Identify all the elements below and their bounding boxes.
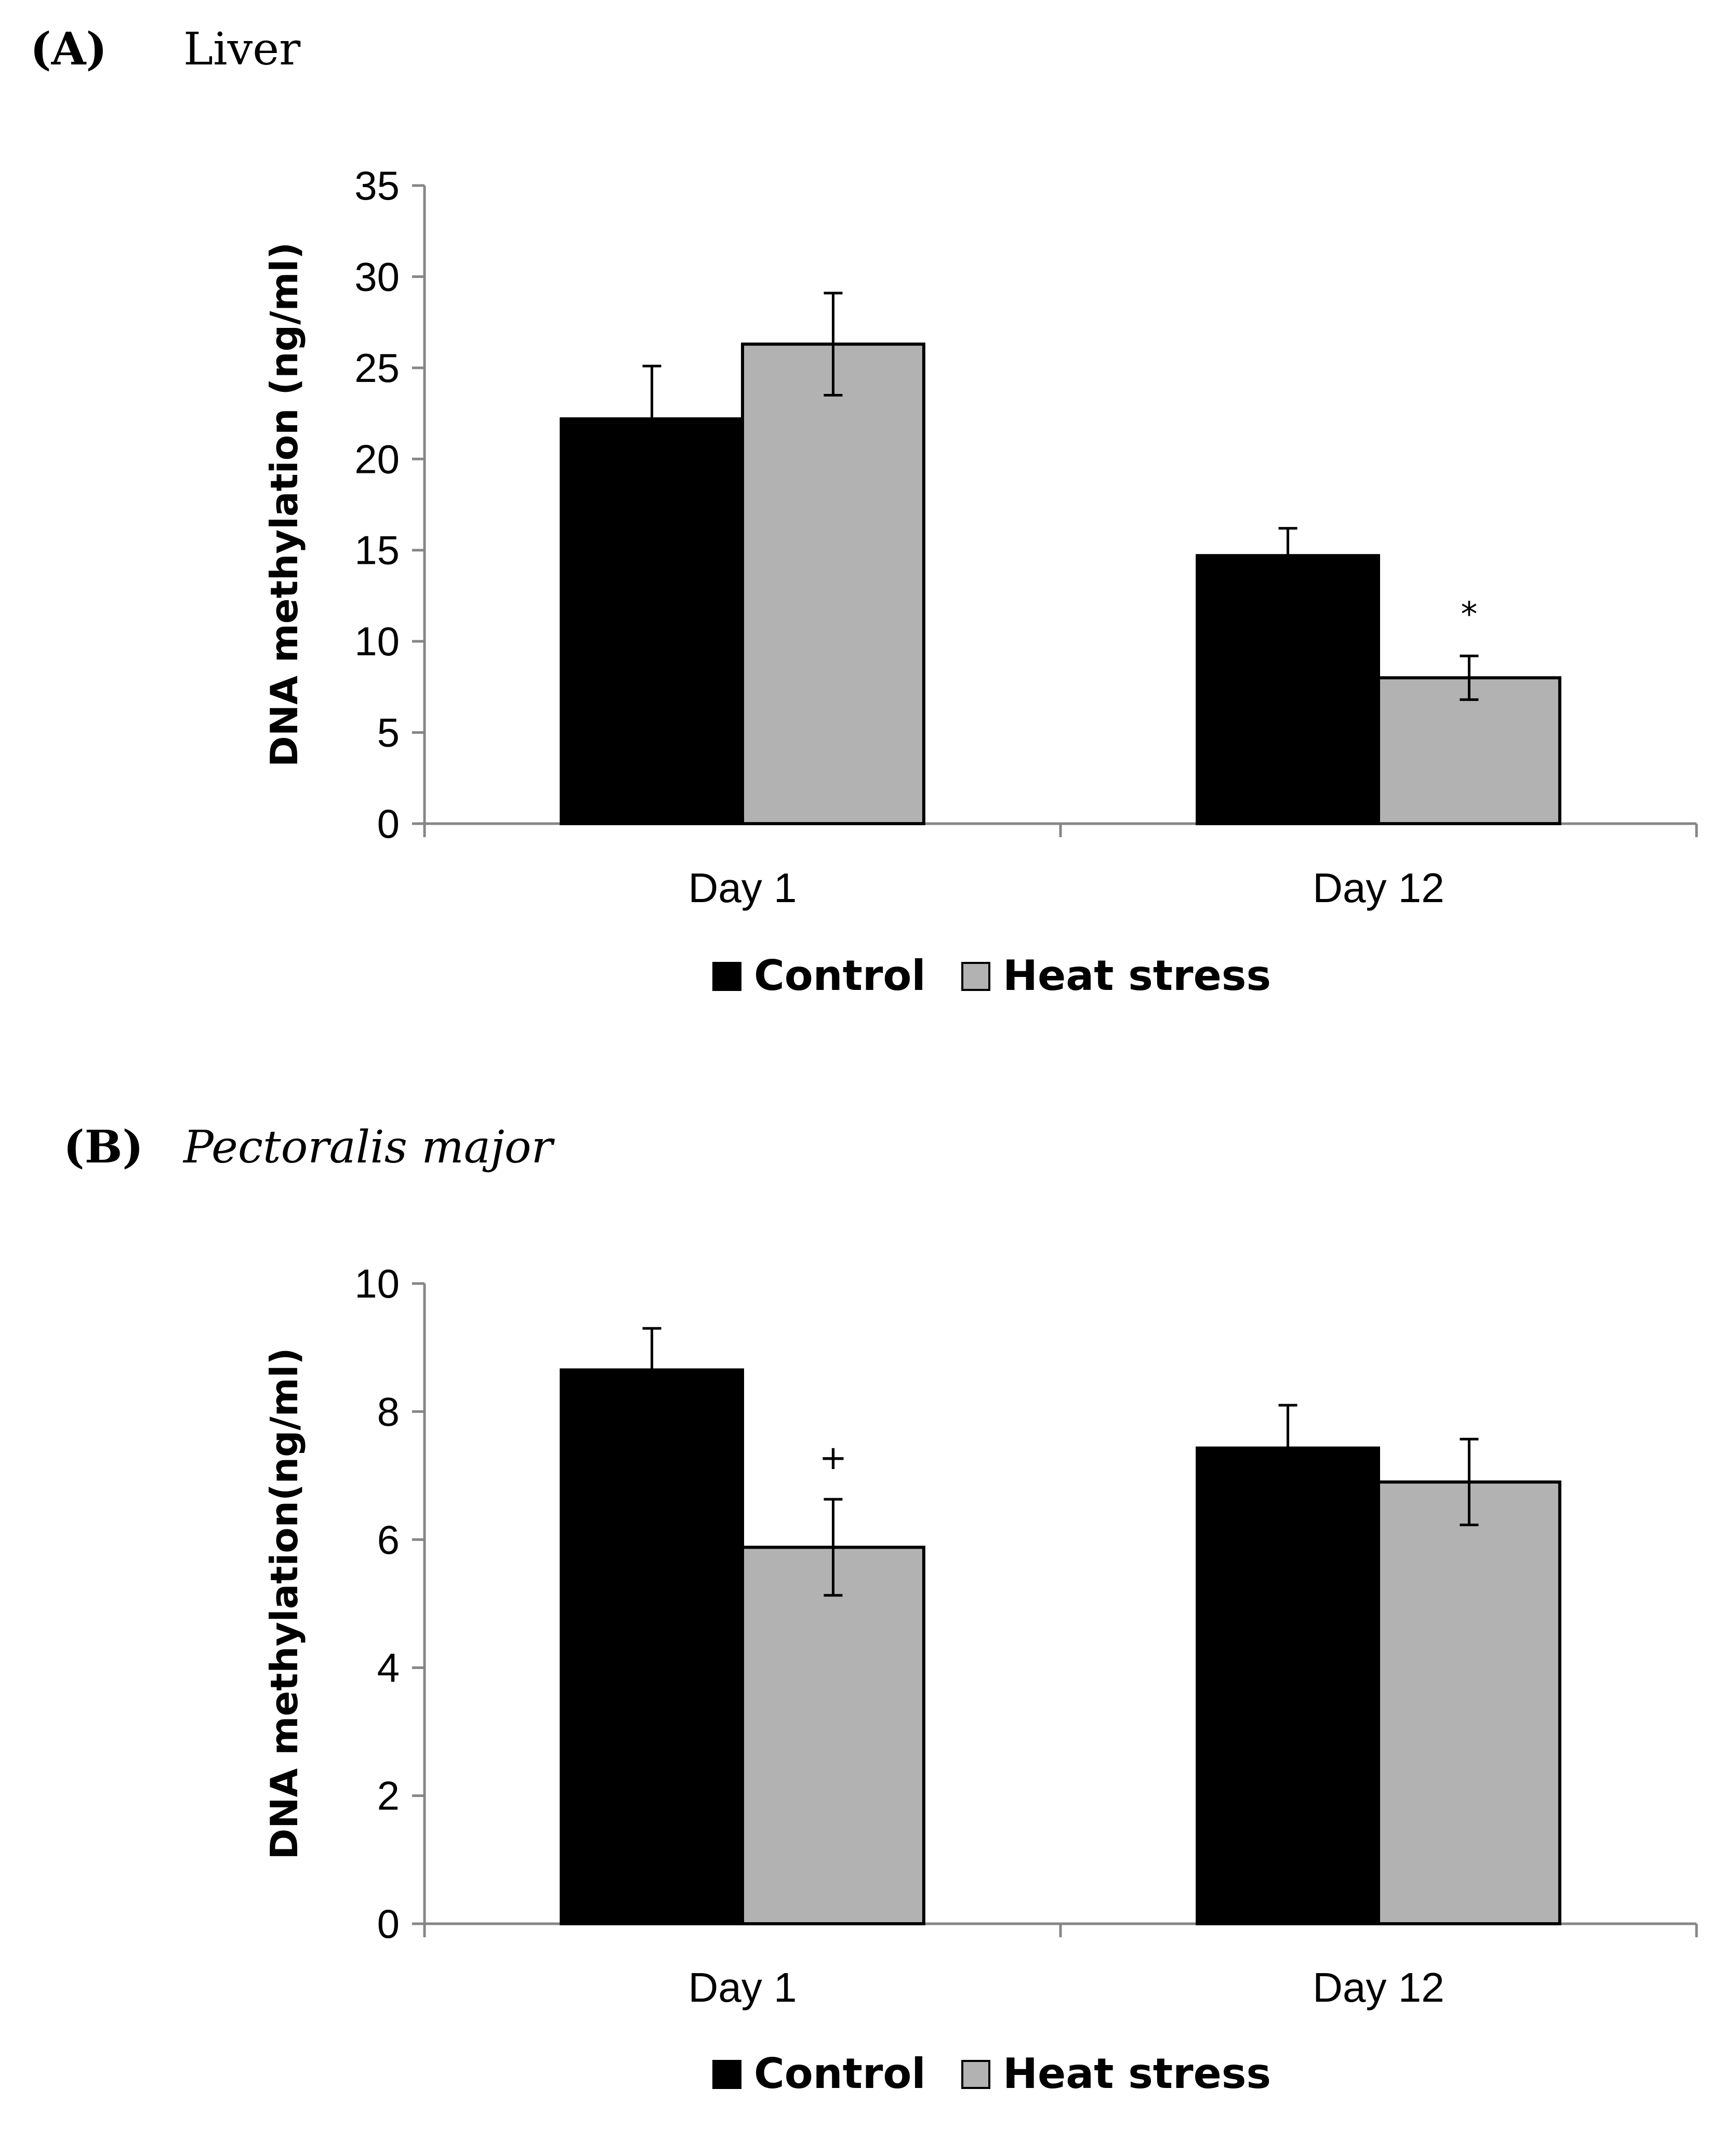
- panel-b-bar-control: [1196, 1446, 1380, 1925]
- panel-b-legend-label: Heat stress: [1003, 2050, 1271, 2098]
- panel-a-error-bar: [642, 364, 661, 473]
- panel-b-y-tick-label: 6: [377, 1517, 400, 1563]
- panel-a-significance-mark: *: [1461, 596, 1477, 634]
- panel-b-category-label: Day 1: [688, 1964, 797, 2011]
- panel-b-error-bar: [824, 1498, 843, 1597]
- panel-b-legend-label: Control: [754, 2050, 926, 2098]
- panel-a-y-tick-label: 35: [354, 163, 400, 208]
- panel-b-subject: Pectoralis major: [182, 1121, 555, 1173]
- panel-b-bar-control: [560, 1368, 745, 1926]
- panel-b-significance-mark: +: [819, 1439, 847, 1477]
- panel-b-error-bar: [1278, 1404, 1297, 1492]
- panel-a-y-tick-label: 20: [354, 436, 400, 482]
- panel-b-error-bar: [642, 1327, 661, 1413]
- panel-a-error-bar: [1278, 527, 1297, 585]
- panel-a-plot: 0 5 10 15 20 25 30 35 Day 1 Day 12 * DNA methylatio…: [262, 163, 1698, 1000]
- panel-a-letter: (A): [30, 23, 107, 75]
- panel-a-legend-item: Control: [712, 951, 926, 1000]
- panel-a-subject: Liver: [183, 23, 301, 75]
- panel-a-y-tick-label: 30: [354, 254, 400, 299]
- panel-a-legend-label: Heat stress: [1003, 951, 1271, 1000]
- panel-a-y-axis-title: DNA methylation (ng/ml): [262, 242, 306, 767]
- panel-a-bar-control: [560, 417, 745, 825]
- panel-b-y-tick-label: 0: [377, 1901, 400, 1947]
- panel-b-y-tick-label: 4: [377, 1645, 400, 1690]
- panel-a-legend-swatch: [712, 962, 741, 991]
- panel-a-category-label: Day 1: [688, 865, 797, 911]
- panel-a-legend-swatch: [961, 962, 990, 991]
- panel-b-legend-swatch: [712, 2060, 741, 2089]
- panel-a-error-bar: [824, 292, 843, 396]
- panel-a-bar-heat-stress: [1377, 676, 1561, 826]
- panel-a-y-tick-label: 5: [377, 710, 400, 756]
- panel-b: (B) Pectoralis major 0 2 4 6 8 10 Day 1 Day 12 +…: [63, 1121, 1698, 2098]
- panel-b-y-tick-label: 2: [377, 1773, 400, 1819]
- panel-b-legend-item: Control: [712, 2050, 926, 2098]
- panel-b-legend-item: Heat stress: [961, 2050, 1271, 2098]
- panel-b-y-axis-title: DNA methylation(ng/ml): [262, 1348, 306, 1860]
- panel-b-bar-heat-stress: [741, 1545, 925, 1925]
- panel-a-y-tick-label: 25: [354, 345, 400, 391]
- panel-a-legend-item: Heat stress: [961, 951, 1271, 1000]
- panel-a-y-tick-label: 0: [377, 801, 400, 847]
- panel-a-bar-control: [1196, 554, 1380, 825]
- panel-a: (A) Liver 0 5 10 15 20 25 30 35 Day 1 Day 12 * DNA …: [30, 23, 1698, 1000]
- panel-b-letter: (B): [63, 1121, 143, 1173]
- panel-a-y-tick-label: 15: [354, 527, 400, 573]
- panel-a-legend-label: Control: [754, 951, 926, 1000]
- panel-a-bar-heat-stress: [741, 342, 925, 825]
- panel-b-legend-swatch: [961, 2060, 990, 2089]
- panel-a-error-bar: [1460, 654, 1479, 701]
- panel-b-error-bar: [1460, 1437, 1479, 1526]
- panel-a-y-tick-label: 10: [354, 618, 400, 664]
- panel-b-plot: 0 2 4 6 8 10 Day 1 Day 12 + DNA methylation(ng/ml…: [262, 1261, 1698, 2098]
- panel-b-y-tick-label: 8: [377, 1389, 400, 1434]
- panel-b-category-label: Day 12: [1313, 1964, 1444, 2011]
- panel-b-y-tick-label: 10: [354, 1261, 400, 1306]
- panel-a-category-label: Day 12: [1313, 865, 1444, 911]
- panel-b-bar-heat-stress: [1377, 1480, 1561, 1925]
